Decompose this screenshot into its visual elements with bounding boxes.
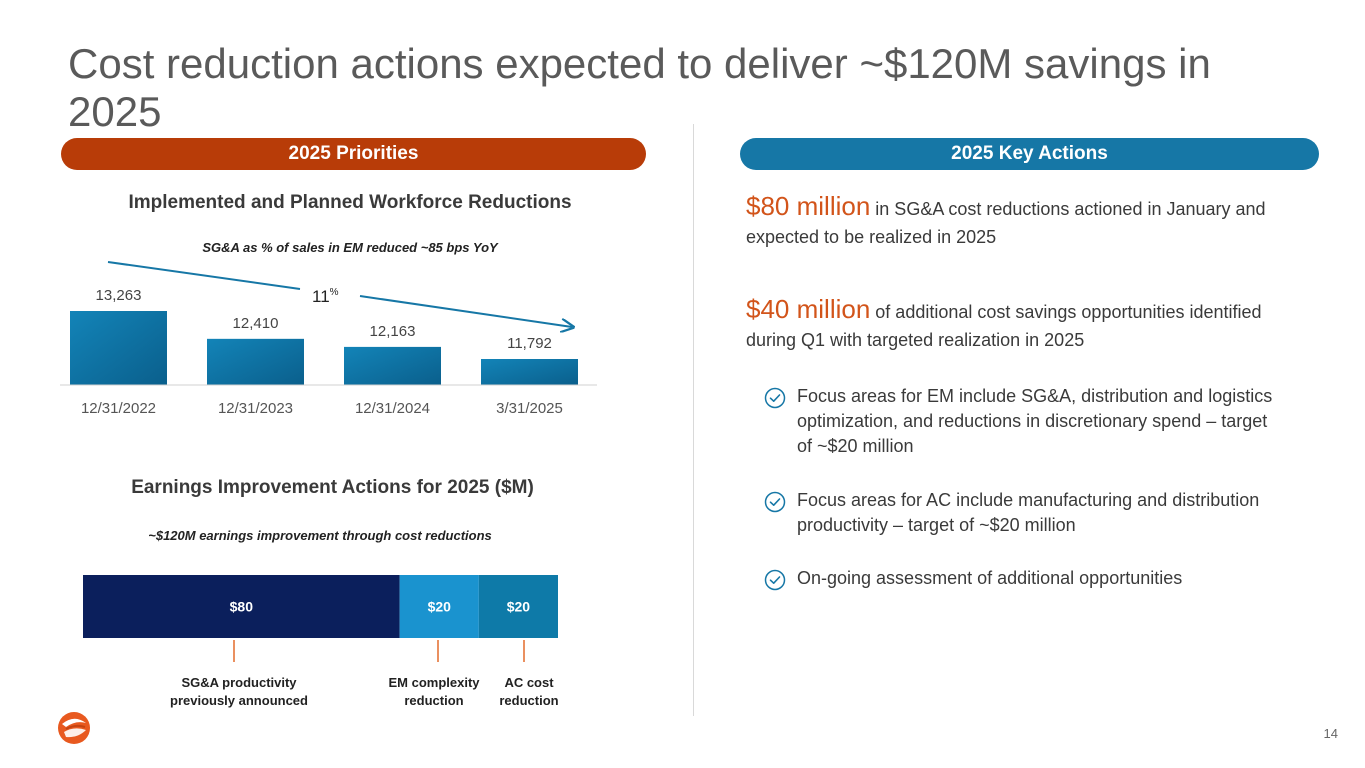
workforce-value-label: 13,263 xyxy=(96,287,142,304)
workforce-category-label: 3/31/2025 xyxy=(496,400,563,417)
check-circle-icon xyxy=(764,569,786,591)
action-1-text: in SG&A cost reductions actioned in Janu… xyxy=(746,199,1266,247)
bullet-text: Focus areas for EM include SG&A, distrib… xyxy=(797,386,1273,456)
callout-label-line2: previously announced xyxy=(170,693,308,708)
earnings-bar-segment xyxy=(478,575,558,638)
page-number: 14 xyxy=(1323,726,1338,741)
trend-arrow-right xyxy=(359,295,572,327)
earnings-bar-segment xyxy=(83,575,400,638)
workforce-bar-chart: 13,263 12/31/2022 12,410 12/31/2023 12,163 12… xyxy=(60,261,597,417)
check-circle-icon xyxy=(764,387,786,409)
list-item: Focus areas for AC include manufacturing… xyxy=(764,488,1284,538)
action-paragraph-2: $40 million of additional cost savings o… xyxy=(746,295,1306,354)
earnings-chart-subtitle: ~$120M earnings improvement through cost… xyxy=(148,528,492,543)
workforce-category-label: 12/31/2023 xyxy=(218,400,293,417)
callout-label-line2: reduction xyxy=(499,693,558,708)
workforce-bar xyxy=(344,346,441,385)
action-1-amount: $80 million xyxy=(746,191,871,221)
workforce-bar xyxy=(207,338,304,385)
list-item: Focus areas for EM include SG&A, distrib… xyxy=(764,384,1284,459)
workforce-category-label: 12/31/2022 xyxy=(81,400,156,417)
list-item: On-going assessment of additional opport… xyxy=(764,566,1284,591)
earnings-chart-title: Earnings Improvement Actions for 2025 ($… xyxy=(131,477,534,498)
action-paragraph-1: $80 million in SG&A cost reductions acti… xyxy=(746,192,1306,251)
workforce-bar xyxy=(481,359,578,385)
workforce-value-label: 12,410 xyxy=(233,315,279,332)
page-title: Cost reduction actions expected to deliv… xyxy=(68,40,1211,135)
action-2-text: of additional cost savings opportunities… xyxy=(746,302,1262,350)
trend-arrow-left xyxy=(107,261,301,290)
trend-annotation: 11% xyxy=(312,287,339,306)
action-2-amount: $40 million xyxy=(746,294,871,324)
earnings-segment-label: $20 xyxy=(507,599,531,615)
callout-label-line1: AC cost xyxy=(504,675,554,690)
earnings-stacked-bar-chart: $80 SG&A productivity previously announced… xyxy=(83,575,559,708)
earnings-bar-segment xyxy=(399,575,479,638)
priorities-header: 2025 Priorities xyxy=(61,138,646,170)
workforce-category-label: 12/31/2024 xyxy=(355,400,430,417)
workforce-chart-subtitle: SG&A as % of sales in EM reduced ~85 bps… xyxy=(202,240,498,255)
bullet-text: On-going assessment of additional opport… xyxy=(797,568,1183,588)
check-circle-icon xyxy=(764,491,786,513)
callout-label-line1: SG&A productivity xyxy=(181,675,297,690)
key-actions-header: 2025 Key Actions xyxy=(740,138,1319,170)
workforce-value-label: 12,163 xyxy=(370,323,416,340)
column-divider xyxy=(693,124,694,716)
workforce-chart-title: Implemented and Planned Workforce Reduct… xyxy=(128,192,572,213)
callout-label-line1: EM complexity xyxy=(388,675,480,690)
earnings-segment-label: $80 xyxy=(230,599,254,615)
workforce-value-label: 11,792 xyxy=(507,335,552,352)
bullet-text: Focus areas for AC include manufacturing… xyxy=(797,490,1260,535)
workforce-bar xyxy=(70,311,167,385)
earnings-segment-label: $20 xyxy=(428,599,452,615)
callout-label-line2: reduction xyxy=(404,693,463,708)
company-logo-icon xyxy=(58,712,90,744)
